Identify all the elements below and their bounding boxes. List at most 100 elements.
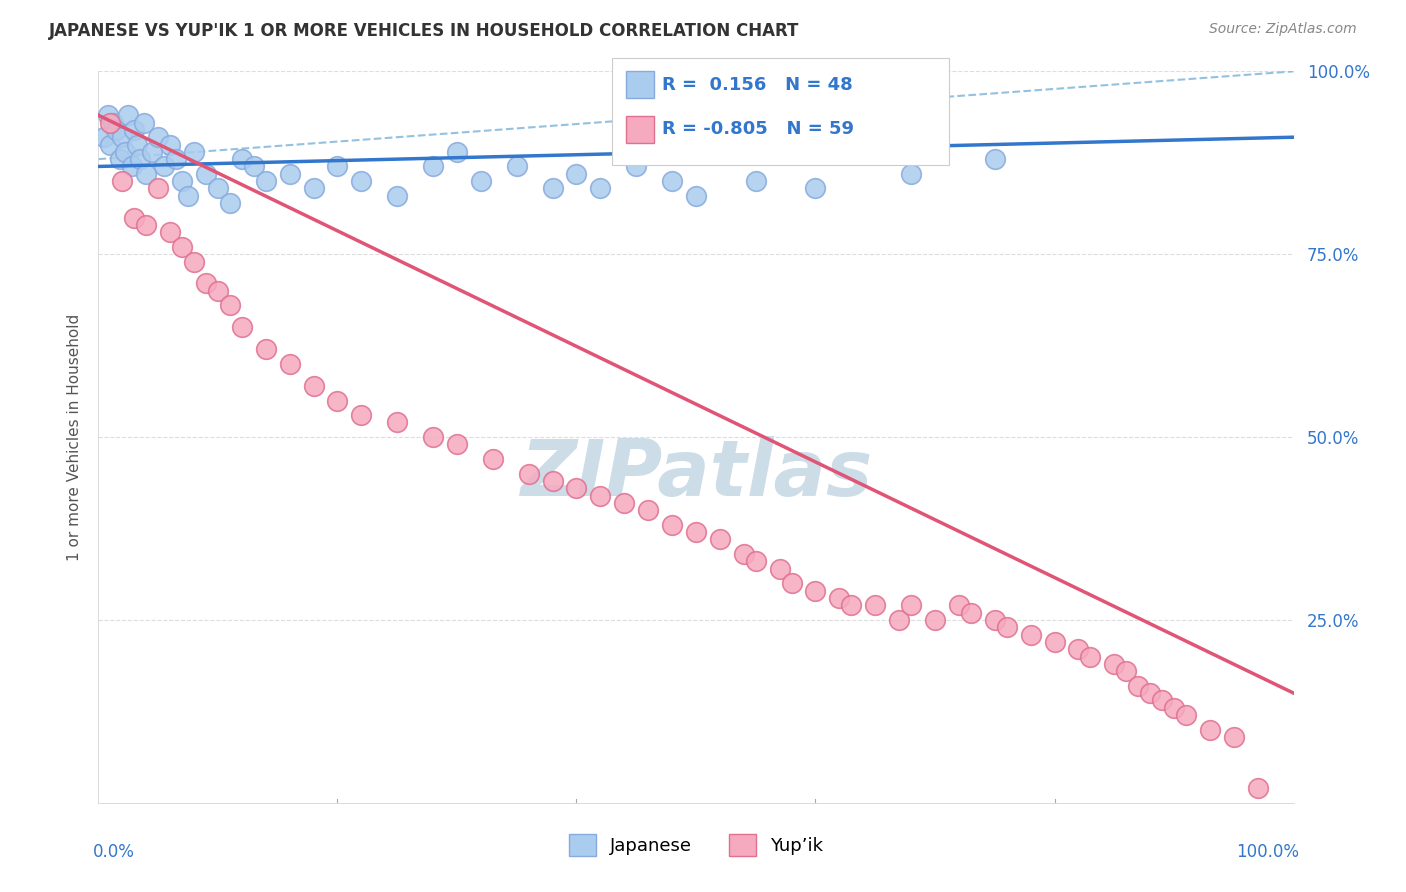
Point bbox=[780, 576, 803, 591]
Point bbox=[865, 599, 887, 613]
Point bbox=[1163, 700, 1185, 714]
Text: R =  0.156   N = 48: R = 0.156 N = 48 bbox=[662, 76, 853, 94]
Y-axis label: 1 or more Vehicles in Household: 1 or more Vehicles in Household bbox=[66, 313, 82, 561]
Legend: Japanese, Yup’ik: Japanese, Yup’ik bbox=[561, 827, 831, 863]
Point bbox=[207, 181, 229, 195]
Point bbox=[385, 188, 409, 202]
Point bbox=[350, 174, 373, 188]
Point bbox=[183, 254, 205, 268]
Point bbox=[984, 613, 1007, 627]
Point bbox=[350, 408, 373, 422]
Point bbox=[804, 181, 827, 195]
Point bbox=[924, 613, 946, 627]
Point bbox=[98, 137, 122, 152]
Point bbox=[1152, 693, 1174, 707]
Point bbox=[172, 174, 194, 188]
Point bbox=[1223, 730, 1246, 744]
Point bbox=[517, 467, 540, 481]
Text: JAPANESE VS YUP'IK 1 OR MORE VEHICLES IN HOUSEHOLD CORRELATION CHART: JAPANESE VS YUP'IK 1 OR MORE VEHICLES IN… bbox=[49, 22, 800, 40]
Point bbox=[219, 298, 242, 312]
Point bbox=[1175, 708, 1198, 723]
Point bbox=[326, 393, 349, 408]
Point bbox=[101, 115, 124, 129]
Point bbox=[108, 152, 131, 166]
Point bbox=[195, 277, 218, 291]
Point bbox=[141, 145, 163, 159]
Point bbox=[661, 174, 683, 188]
Point bbox=[111, 174, 134, 188]
Point bbox=[302, 181, 325, 195]
Point bbox=[1247, 781, 1270, 796]
Point bbox=[841, 599, 863, 613]
Point bbox=[172, 240, 194, 254]
Point bbox=[1043, 635, 1066, 649]
Point bbox=[125, 137, 148, 152]
Point bbox=[565, 481, 588, 495]
Point bbox=[177, 188, 200, 202]
Point bbox=[129, 152, 152, 166]
Point bbox=[98, 115, 122, 129]
Point bbox=[1139, 686, 1161, 700]
Point bbox=[745, 554, 768, 568]
Point bbox=[219, 196, 242, 211]
Point bbox=[121, 160, 143, 174]
Text: ZIPatlas: ZIPatlas bbox=[520, 435, 872, 512]
Point bbox=[159, 225, 181, 239]
Text: Source: ZipAtlas.com: Source: ZipAtlas.com bbox=[1209, 22, 1357, 37]
Point bbox=[135, 218, 157, 232]
Point bbox=[709, 533, 731, 547]
Point bbox=[984, 152, 1007, 166]
Text: 100.0%: 100.0% bbox=[1236, 843, 1299, 861]
Point bbox=[589, 181, 612, 195]
Point bbox=[422, 160, 444, 174]
Point bbox=[159, 137, 181, 152]
Point bbox=[470, 174, 492, 188]
Point bbox=[541, 474, 564, 488]
Point bbox=[124, 123, 146, 137]
Point bbox=[685, 188, 707, 202]
Point bbox=[165, 152, 187, 166]
Point bbox=[769, 562, 792, 576]
Text: 0.0%: 0.0% bbox=[93, 843, 135, 861]
Point bbox=[114, 145, 136, 159]
Point bbox=[613, 496, 636, 510]
Point bbox=[637, 503, 659, 517]
Point bbox=[482, 452, 505, 467]
Point bbox=[93, 130, 115, 145]
Point bbox=[995, 620, 1018, 634]
Point bbox=[105, 123, 128, 137]
Point bbox=[804, 583, 827, 598]
Point bbox=[828, 591, 851, 605]
Point bbox=[1067, 642, 1090, 657]
Point bbox=[948, 599, 970, 613]
Point bbox=[1104, 657, 1126, 671]
Point bbox=[889, 613, 911, 627]
Point bbox=[254, 174, 277, 188]
Point bbox=[565, 167, 588, 181]
Point bbox=[446, 145, 468, 159]
Text: R = -0.805   N = 59: R = -0.805 N = 59 bbox=[662, 120, 855, 138]
Point bbox=[231, 152, 253, 166]
Point bbox=[506, 160, 529, 174]
Point bbox=[117, 108, 139, 122]
Point bbox=[661, 517, 683, 532]
Point bbox=[111, 130, 134, 145]
Point bbox=[326, 160, 349, 174]
Point bbox=[278, 357, 301, 371]
Point bbox=[626, 160, 648, 174]
Point bbox=[302, 379, 325, 393]
Point bbox=[254, 343, 277, 357]
Point bbox=[960, 606, 983, 620]
Point bbox=[745, 174, 768, 188]
Point bbox=[900, 167, 922, 181]
Point bbox=[243, 160, 266, 174]
Point bbox=[148, 130, 170, 145]
Point bbox=[1115, 664, 1137, 678]
Point bbox=[1019, 627, 1042, 641]
Point bbox=[132, 115, 155, 129]
Point bbox=[446, 437, 468, 451]
Point bbox=[231, 320, 253, 334]
Point bbox=[183, 145, 205, 159]
Point bbox=[195, 167, 218, 181]
Point bbox=[900, 599, 922, 613]
